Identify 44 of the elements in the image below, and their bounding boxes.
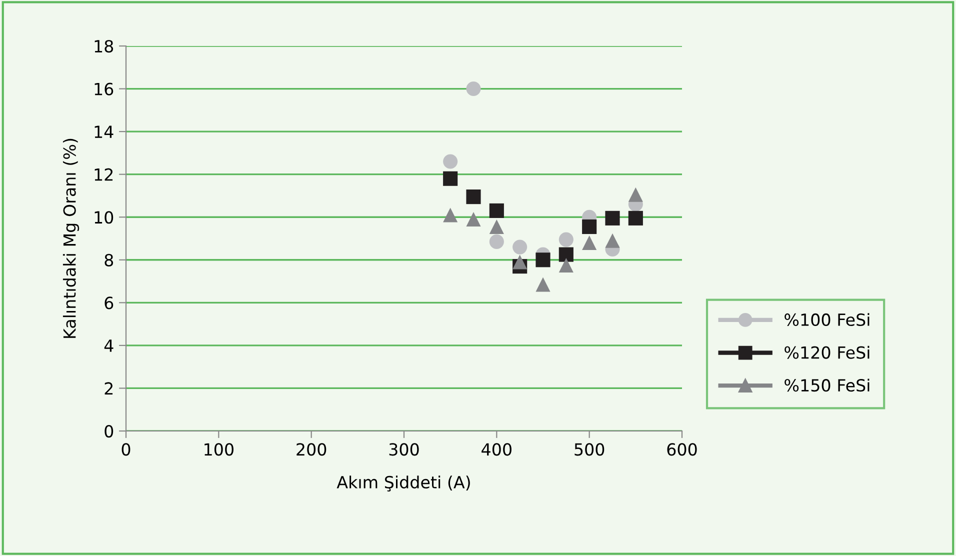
legend-label: %100 FeSi: [784, 313, 870, 326]
y-tick-label: 0: [104, 424, 114, 438]
point: [443, 171, 458, 186]
x-tick-label: 400: [482, 443, 512, 456]
point: [536, 277, 550, 292]
point: [582, 219, 597, 234]
y-tick-label: 4: [104, 340, 114, 352]
point: [558, 247, 574, 262]
point: [582, 235, 597, 250]
y-tick-label: 2: [104, 382, 113, 395]
point: [466, 190, 481, 204]
x-tick-label: 300: [389, 443, 419, 456]
y-tick-label: 10: [94, 211, 114, 224]
point: [628, 187, 643, 202]
x-tick-label: 100: [204, 443, 234, 456]
point: [605, 233, 620, 248]
point: [558, 258, 574, 273]
y-tick-label: 6: [104, 296, 114, 310]
y-tick-label: 8: [104, 254, 114, 266]
point: [558, 232, 574, 247]
y-tick-label: 18: [94, 40, 114, 53]
legend-label: %150 FeSi: [784, 378, 870, 392]
point: [489, 203, 504, 218]
legend-label: %120 FeSi: [784, 346, 870, 359]
y-tick-label: 12: [94, 168, 113, 181]
point: [466, 212, 481, 227]
point: [512, 254, 528, 270]
x-tick-label: 0: [122, 443, 130, 456]
point: [628, 210, 643, 226]
point: [512, 240, 528, 254]
point: [489, 219, 504, 234]
x-axis-title: Akım Şiddeti (A): [336, 476, 470, 492]
y-axis-title: Kalıntıdaki Mg Oranı (%): [62, 138, 80, 338]
point: [489, 234, 504, 249]
x-tick-label: 600: [667, 443, 697, 456]
point: [443, 154, 458, 169]
point: [605, 210, 620, 226]
x-tick-label: 200: [296, 443, 326, 456]
y-tick-label: 16: [94, 82, 114, 96]
point: [536, 252, 550, 268]
point: [466, 81, 481, 96]
point: [443, 208, 458, 222]
x-tick-label: 500: [574, 443, 604, 456]
y-tick-label: 14: [94, 126, 114, 138]
